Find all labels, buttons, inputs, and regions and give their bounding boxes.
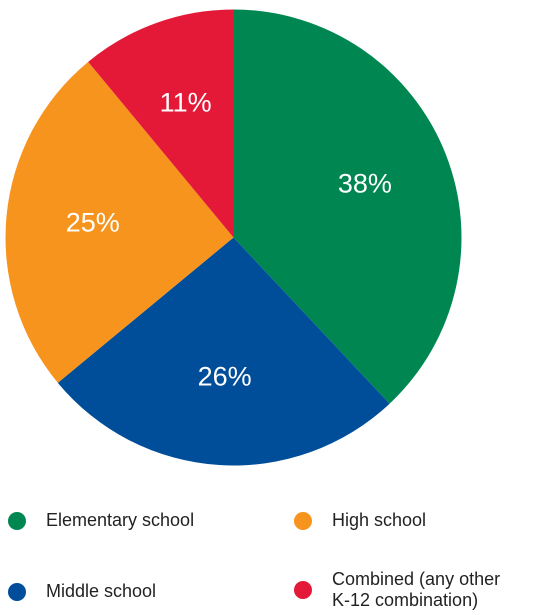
legend-label-elementary-school: Elementary school <box>46 510 195 530</box>
legend-label-middle-school: Middle school <box>46 581 157 601</box>
pie-slice-middle-school <box>57 237 390 466</box>
legend-marker-middle-school <box>8 582 26 601</box>
slice-label-elementary-school: 38% <box>338 169 392 199</box>
pie-slice-elementary-school <box>233 9 462 404</box>
legend-item-middle-school: Middle school <box>8 581 156 602</box>
legend-item-elementary-school: Elementary school <box>8 510 194 531</box>
pie-slice-combined-any-other-k-12-combination <box>88 9 234 238</box>
slice-label-combined-any-other-k-12-combination: 11% <box>160 88 212 118</box>
legend-label-high-school: High school <box>332 510 427 530</box>
legend-label-combined: Combined (any other K-12 combination) <box>332 569 501 610</box>
legend-item-high-school: High school <box>294 510 426 531</box>
pie-chart: 38% 26% 25% 11% <box>5 9 462 466</box>
legend-marker-combined <box>294 581 312 599</box>
pie-slice-high-school <box>5 61 234 383</box>
legend-marker-high-school <box>294 511 312 530</box>
slice-label-middle-school: 26% <box>198 362 252 392</box>
slice-label-high-school: 25% <box>66 207 120 237</box>
legend-item-combined: Combined (any other K-12 combination) <box>294 569 500 611</box>
legend-marker-elementary-school <box>8 511 26 530</box>
